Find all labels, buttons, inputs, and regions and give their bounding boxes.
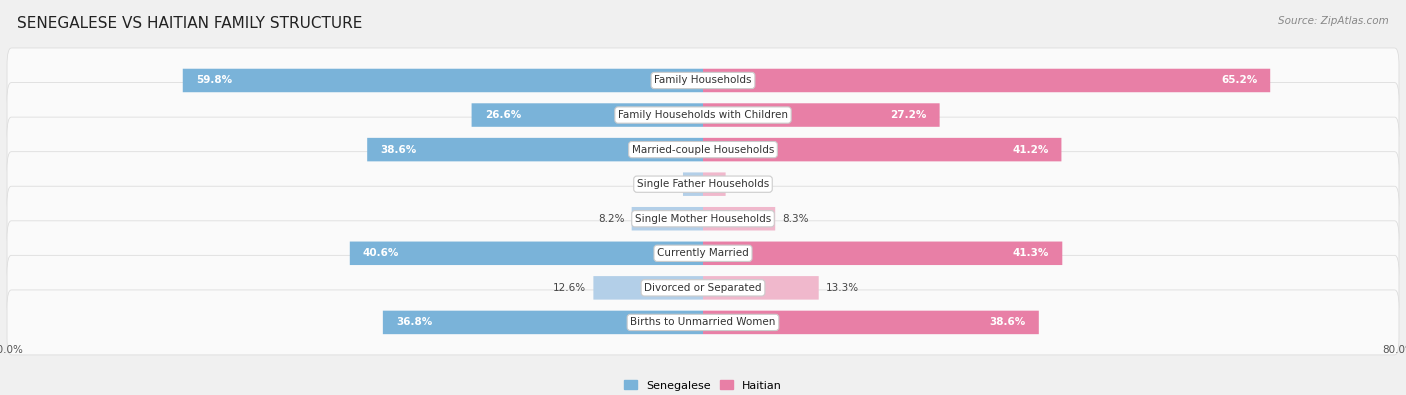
FancyBboxPatch shape: [350, 241, 703, 265]
FancyBboxPatch shape: [703, 172, 725, 196]
FancyBboxPatch shape: [703, 310, 1039, 334]
FancyBboxPatch shape: [703, 103, 939, 127]
Text: 27.2%: 27.2%: [890, 110, 927, 120]
Text: Births to Unmarried Women: Births to Unmarried Women: [630, 318, 776, 327]
FancyBboxPatch shape: [703, 207, 775, 230]
FancyBboxPatch shape: [593, 276, 703, 299]
Text: 59.8%: 59.8%: [195, 75, 232, 85]
FancyBboxPatch shape: [7, 290, 1399, 355]
FancyBboxPatch shape: [703, 241, 1063, 265]
FancyBboxPatch shape: [7, 48, 1399, 113]
Text: 2.3%: 2.3%: [650, 179, 676, 189]
Text: Single Mother Households: Single Mother Households: [636, 214, 770, 224]
Text: 13.3%: 13.3%: [825, 283, 859, 293]
FancyBboxPatch shape: [7, 83, 1399, 147]
Text: 8.2%: 8.2%: [598, 214, 624, 224]
Text: Divorced or Separated: Divorced or Separated: [644, 283, 762, 293]
Text: Single Father Households: Single Father Households: [637, 179, 769, 189]
Text: 65.2%: 65.2%: [1220, 75, 1257, 85]
FancyBboxPatch shape: [471, 103, 703, 127]
Text: Family Households: Family Households: [654, 75, 752, 85]
FancyBboxPatch shape: [7, 256, 1399, 320]
FancyBboxPatch shape: [382, 310, 703, 334]
Text: 8.3%: 8.3%: [782, 214, 808, 224]
FancyBboxPatch shape: [367, 138, 703, 161]
FancyBboxPatch shape: [683, 172, 703, 196]
FancyBboxPatch shape: [7, 117, 1399, 182]
Text: 36.8%: 36.8%: [396, 318, 432, 327]
Text: Source: ZipAtlas.com: Source: ZipAtlas.com: [1278, 16, 1389, 26]
Text: 41.2%: 41.2%: [1012, 145, 1049, 154]
Text: 38.6%: 38.6%: [990, 318, 1026, 327]
FancyBboxPatch shape: [703, 276, 818, 299]
Text: 38.6%: 38.6%: [380, 145, 416, 154]
FancyBboxPatch shape: [631, 207, 703, 230]
FancyBboxPatch shape: [7, 186, 1399, 251]
Text: 41.3%: 41.3%: [1012, 248, 1049, 258]
Text: 12.6%: 12.6%: [554, 283, 586, 293]
FancyBboxPatch shape: [183, 69, 703, 92]
Text: 2.6%: 2.6%: [733, 179, 759, 189]
Legend: Senegalese, Haitian: Senegalese, Haitian: [620, 376, 786, 395]
Text: 40.6%: 40.6%: [363, 248, 399, 258]
FancyBboxPatch shape: [703, 138, 1062, 161]
Text: Family Households with Children: Family Households with Children: [619, 110, 787, 120]
Text: 26.6%: 26.6%: [485, 110, 520, 120]
Text: Married-couple Households: Married-couple Households: [631, 145, 775, 154]
FancyBboxPatch shape: [703, 69, 1270, 92]
FancyBboxPatch shape: [7, 152, 1399, 216]
Text: SENEGALESE VS HAITIAN FAMILY STRUCTURE: SENEGALESE VS HAITIAN FAMILY STRUCTURE: [17, 16, 363, 31]
FancyBboxPatch shape: [7, 221, 1399, 286]
Text: Currently Married: Currently Married: [657, 248, 749, 258]
